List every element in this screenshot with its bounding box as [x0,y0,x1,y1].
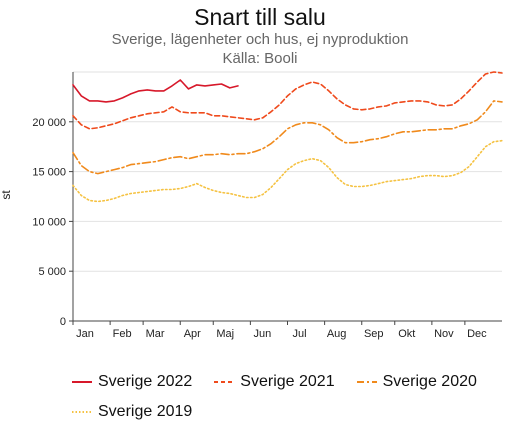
x-tick-label: Jun [254,328,272,340]
x-tick-label: Maj [216,328,234,340]
legend-swatch-2019 [72,411,92,413]
x-tick-label: Okt [398,328,415,340]
legend-item-2022: Sverige 2022 [72,373,192,391]
series-line-sverige-2021 [72,71,503,130]
legend-label-2020: Sverige 2020 [382,373,477,390]
legend-swatch-2020 [356,381,377,383]
x-tick-label: Apr [184,328,201,340]
y-tick-label: 0 [60,316,66,328]
x-tick-label: Mar [146,328,165,340]
x-tick-label: Dec [467,328,487,340]
y-tick-label: 5 000 [38,266,66,278]
x-tick-label: Aug [327,328,347,340]
grid [73,71,502,322]
y-tick-label: 20 000 [32,117,66,129]
axes: 0 5 000 10 000 15 000 20 000 Jan Feb Mar Apr Maj J… [32,72,502,340]
x-tick-label: Sep [364,328,384,340]
legend-row-2: Sverige 2019 [72,402,512,422]
legend-label-2021: Sverige 2021 [240,373,335,390]
line-chart: 0 5 000 10 000 15 000 20 000 Jan Feb Mar Apr Maj J… [0,71,503,340]
legend-swatch-2022 [72,381,92,383]
x-tick-label: Nov [434,328,454,340]
series-line-sverige-2022 [72,79,239,103]
legend-swatch-2021 [214,381,235,383]
legend-item-2019: Sverige 2019 [72,403,192,421]
series-line-sverige-2020 [72,100,503,175]
chart-title: Snart till salu [194,4,326,30]
legend: Sverige 2022 Sverige 2021 Sverige 2020 S… [72,372,512,432]
legend-label-2019: Sverige 2019 [98,403,193,420]
chart-subtitle: Sverige, lägenheter och hus, ej nyproduk… [111,31,409,48]
chart-source: Källa: Booli [222,50,298,67]
x-tick-label: Feb [113,328,132,340]
series-line-sverige-2019 [72,139,503,203]
series-lines [72,71,503,203]
legend-row-1: Sverige 2022 Sverige 2021 Sverige 2020 [72,372,512,392]
legend-item-2020: Sverige 2020 [356,373,477,391]
legend-label-2022: Sverige 2022 [98,373,193,390]
y-axis-label: st [0,190,13,200]
y-tick-label: 10 000 [32,216,66,228]
x-tick-label: Jul [292,328,306,340]
y-tick-label: 15 000 [32,167,66,179]
x-tick-label: Jan [76,328,94,340]
legend-item-2021: Sverige 2021 [214,373,335,391]
